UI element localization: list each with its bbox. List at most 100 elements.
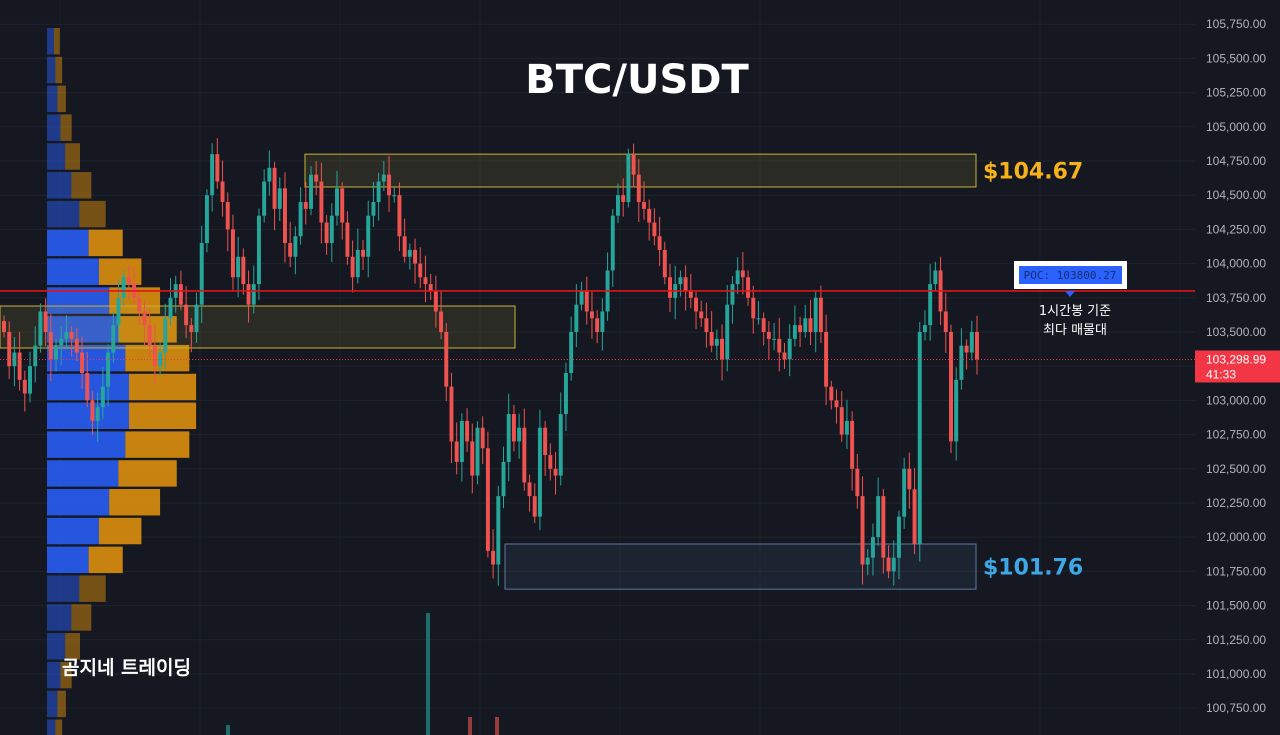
candle-body (558, 414, 563, 476)
poc-pointer-icon (1065, 291, 1075, 297)
candle-body (251, 284, 256, 305)
candle-body (241, 256, 246, 285)
candle-body (844, 420, 849, 435)
volume-profile-sell (98, 258, 142, 285)
candle-body (647, 208, 652, 223)
candle-body (600, 311, 605, 332)
candle-body (459, 420, 464, 462)
candle-body (184, 304, 189, 326)
candle-body (371, 202, 376, 216)
volume-profile-buy (47, 229, 89, 257)
candle-body (553, 468, 558, 476)
candle-body (870, 537, 875, 558)
candle-body (574, 304, 579, 332)
candle-body (59, 338, 64, 346)
candle-body (704, 318, 709, 332)
volume-profile-sell (57, 690, 66, 718)
volume-profile-sell (129, 402, 197, 430)
candle-body (834, 400, 839, 408)
candle-body (142, 311, 147, 326)
candle-body (954, 379, 959, 442)
candle-body (152, 345, 157, 367)
candle-body (465, 420, 470, 442)
candle-body (522, 427, 527, 483)
candle-body (90, 400, 95, 421)
candle-body (626, 154, 631, 203)
volume-bar (495, 717, 499, 735)
candle-body (688, 290, 693, 298)
candle-body (746, 277, 751, 298)
candle-body (428, 284, 433, 291)
candle-body (735, 270, 740, 285)
y-tick-label: 104,750.00 (1206, 154, 1266, 168)
candle-body (407, 249, 412, 257)
candle-body (439, 311, 444, 332)
candle-body (657, 236, 662, 250)
volume-profile-buy (47, 258, 99, 285)
candle-body (829, 386, 834, 401)
candle-body (230, 229, 235, 278)
candle-body (38, 311, 43, 346)
candle-body (2, 321, 6, 332)
candle-body (199, 243, 204, 305)
candle-body (17, 352, 22, 380)
volume-profile-sell (79, 575, 106, 602)
candle-countdown: 41:33 (1206, 367, 1236, 381)
candle-body (527, 482, 532, 497)
candle-body (610, 215, 615, 271)
candle-body (824, 331, 829, 387)
candle-body (7, 331, 12, 367)
candle-body (381, 174, 386, 182)
current-price-label: 103,298.99 (1206, 352, 1266, 366)
volume-profile-sell (109, 488, 161, 516)
candle-body (949, 331, 953, 442)
candle-body (777, 338, 782, 353)
candle-body (595, 318, 600, 332)
volume-profile-sell (71, 172, 92, 199)
candle-body (584, 290, 589, 312)
candle-body (449, 386, 454, 442)
candle-body (532, 496, 537, 517)
overlay-labels: BTC/USDT 곰지네 트레이딩 (62, 57, 749, 679)
candle-body (54, 345, 59, 360)
candle-body (652, 222, 657, 237)
volume-profile-sell (88, 546, 123, 574)
candle-body (319, 181, 324, 223)
candle-body (860, 496, 865, 565)
candle-body (756, 318, 761, 320)
candle-body (470, 441, 475, 476)
candle-body (933, 270, 938, 285)
candle-body (642, 202, 646, 209)
candle-body (896, 516, 901, 558)
candle-body (95, 407, 100, 421)
y-axis[interactable]: 106,000.00105,750.00105,500.00105,250.00… (1195, 0, 1280, 735)
y-tick-label: 105,250.00 (1206, 86, 1266, 100)
candle-body (189, 325, 194, 332)
candle-body (158, 352, 163, 367)
candle-body (917, 331, 922, 545)
candle-body (907, 468, 912, 490)
candle-body (683, 277, 688, 291)
candle-body (855, 468, 860, 497)
chart-title: BTC/USDT (525, 57, 749, 103)
candle-body (236, 256, 241, 278)
candle-body (48, 331, 53, 360)
candle-body (413, 249, 418, 264)
candle-body (475, 427, 480, 476)
candle-body (293, 236, 298, 257)
volume-profile-sell (65, 633, 80, 660)
candle-body (964, 345, 969, 353)
candle-body (22, 379, 27, 394)
volume-profile-buy (47, 517, 99, 545)
candle-body (621, 195, 626, 203)
candle-body (277, 188, 282, 209)
poc-box (1019, 266, 1122, 284)
candle-body (225, 202, 230, 230)
current-price-tag (1195, 350, 1280, 383)
candle-body (397, 195, 402, 237)
candle-body (64, 331, 69, 339)
candle-body (563, 373, 568, 415)
y-tick-label: 102,750.00 (1206, 428, 1266, 442)
